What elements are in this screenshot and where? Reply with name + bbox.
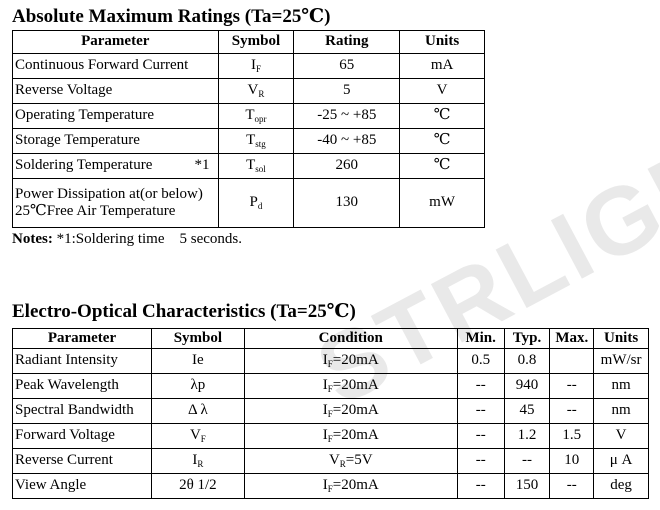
units-cell: V: [399, 78, 485, 104]
parameter-cell: Operating Temperature: [12, 103, 219, 129]
parameter-cell: Reverse Current: [12, 448, 152, 474]
units-cell: mW: [399, 178, 485, 228]
table-row: Radiant Intensity Ie IF=20mA 0.5 0.8 mW/…: [12, 348, 649, 374]
symbol-cell: IF: [217, 53, 295, 79]
symbol-cell: Tstg: [217, 128, 295, 154]
table-header-row: Parameter Symbol Rating Units: [12, 30, 485, 54]
min-cell: --: [456, 373, 505, 399]
header-symbol: Symbol: [150, 328, 245, 349]
max-cell: --: [549, 398, 595, 424]
symbol-cell: Pd: [217, 178, 295, 228]
min-cell: --: [456, 448, 505, 474]
header-units: Units: [399, 30, 485, 54]
rating-cell: 130: [293, 178, 401, 228]
note-mark: *1: [194, 157, 210, 174]
condition-cell: IF=20mA: [243, 348, 458, 374]
parameter-cell: Peak Wavelength: [12, 373, 152, 399]
parameter-cell: Reverse Voltage: [12, 78, 219, 104]
parameter-cell: Continuous Forward Current: [12, 53, 219, 79]
units-cell: mW/sr: [593, 348, 649, 374]
units-cell: mA: [399, 53, 485, 79]
typ-cell: --: [503, 448, 551, 474]
symbol-cell: Tsol: [217, 153, 295, 179]
parameter-cell: Soldering Temperature *1: [12, 153, 219, 179]
symbol-cell: 2θ 1/2: [150, 473, 245, 499]
symbol-cell: VR: [217, 78, 295, 104]
table-row: Storage Temperature Tstg -40 ~ +85 ℃: [12, 128, 485, 154]
characteristics-table: Parameter Symbol Condition Min. Typ. Max…: [12, 328, 649, 499]
table-row: Spectral Bandwidth Δ λ IF=20mA -- 45 -- …: [12, 398, 649, 424]
rating-cell: 65: [293, 53, 401, 79]
table-row: Peak Wavelength λp IF=20mA -- 940 -- nm: [12, 373, 649, 399]
symbol-cell: Ie: [150, 348, 245, 374]
max-cell: [549, 348, 595, 374]
table-header-row: Parameter Symbol Condition Min. Typ. Max…: [12, 328, 649, 349]
parameter-cell: Power Dissipation at(or below) 25℃Free Ai…: [12, 178, 219, 228]
typ-cell: 0.8: [503, 348, 551, 374]
min-cell: --: [456, 398, 505, 424]
typ-cell: 1.2: [503, 423, 551, 449]
symbol-cell: VF: [150, 423, 245, 449]
table-row: Reverse Voltage VR 5 V: [12, 78, 485, 104]
header-symbol: Symbol: [217, 30, 295, 54]
min-cell: 0.5: [456, 348, 505, 374]
parameter-cell: Radiant Intensity: [12, 348, 152, 374]
table-row: Forward Voltage VF IF=20mA -- 1.2 1.5 V: [12, 423, 649, 449]
units-cell: μ A: [593, 448, 649, 474]
header-units: Units: [593, 328, 649, 349]
symbol-cell: Topr: [217, 103, 295, 129]
units-cell: ℃: [399, 153, 485, 179]
notes: Notes: *1:Soldering time 5 seconds.: [12, 231, 242, 248]
parameter-cell: View Angle: [12, 473, 152, 499]
ratings-table: Parameter Symbol Rating Units Continuous…: [12, 30, 485, 228]
condition-cell: IF=20mA: [243, 373, 458, 399]
condition-cell: IF=20mA: [243, 473, 458, 499]
condition-cell: VR=5V: [243, 448, 458, 474]
symbol-cell: λp: [150, 373, 245, 399]
condition-cell: IF=20mA: [243, 398, 458, 424]
symbol-cell: IR: [150, 448, 245, 474]
symbol-cell: Δ λ: [150, 398, 245, 424]
header-typ: Typ.: [503, 328, 551, 349]
typ-cell: 150: [503, 473, 551, 499]
max-cell: --: [549, 373, 595, 399]
notes-label: Notes:: [12, 231, 53, 247]
units-cell: nm: [593, 398, 649, 424]
parameter-cell: Forward Voltage: [12, 423, 152, 449]
header-parameter: Parameter: [12, 328, 152, 349]
parameter-cell: Storage Temperature: [12, 128, 219, 154]
ratings-title: Absolute Maximum Ratings (Ta=25℃): [12, 6, 331, 27]
header-min: Min.: [456, 328, 505, 349]
table-row: Operating Temperature Topr -25 ~ +85 ℃: [12, 103, 485, 129]
units-cell: ℃: [399, 128, 485, 154]
header-rating: Rating: [293, 30, 401, 54]
typ-cell: 940: [503, 373, 551, 399]
units-cell: nm: [593, 373, 649, 399]
notes-text: *1:Soldering time 5 seconds.: [52, 231, 242, 247]
header-max: Max.: [549, 328, 595, 349]
table-row: Continuous Forward Current IF 65 mA: [12, 53, 485, 79]
rating-cell: 260: [293, 153, 401, 179]
header-parameter: Parameter: [12, 30, 219, 54]
condition-cell: IF=20mA: [243, 423, 458, 449]
table-row: View Angle 2θ 1/2 IF=20mA -- 150 -- deg: [12, 473, 649, 499]
rating-cell: -40 ~ +85: [293, 128, 401, 154]
min-cell: --: [456, 473, 505, 499]
max-cell: --: [549, 473, 595, 499]
max-cell: 10: [549, 448, 595, 474]
units-cell: deg: [593, 473, 649, 499]
min-cell: --: [456, 423, 505, 449]
table-row: Power Dissipation at(or below) 25℃Free Ai…: [12, 178, 485, 228]
max-cell: 1.5: [549, 423, 595, 449]
rating-cell: -25 ~ +85: [293, 103, 401, 129]
typ-cell: 45: [503, 398, 551, 424]
units-cell: ℃: [399, 103, 485, 129]
units-cell: V: [593, 423, 649, 449]
rating-cell: 5: [293, 78, 401, 104]
parameter-cell: Spectral Bandwidth: [12, 398, 152, 424]
characteristics-title: Electro-Optical Characteristics (Ta=25℃): [12, 301, 356, 322]
table-row: Reverse Current IR VR=5V -- -- 10 μ A: [12, 448, 649, 474]
header-condition: Condition: [243, 328, 458, 349]
table-row: Soldering Temperature *1 Tsol 260 ℃: [12, 153, 485, 179]
